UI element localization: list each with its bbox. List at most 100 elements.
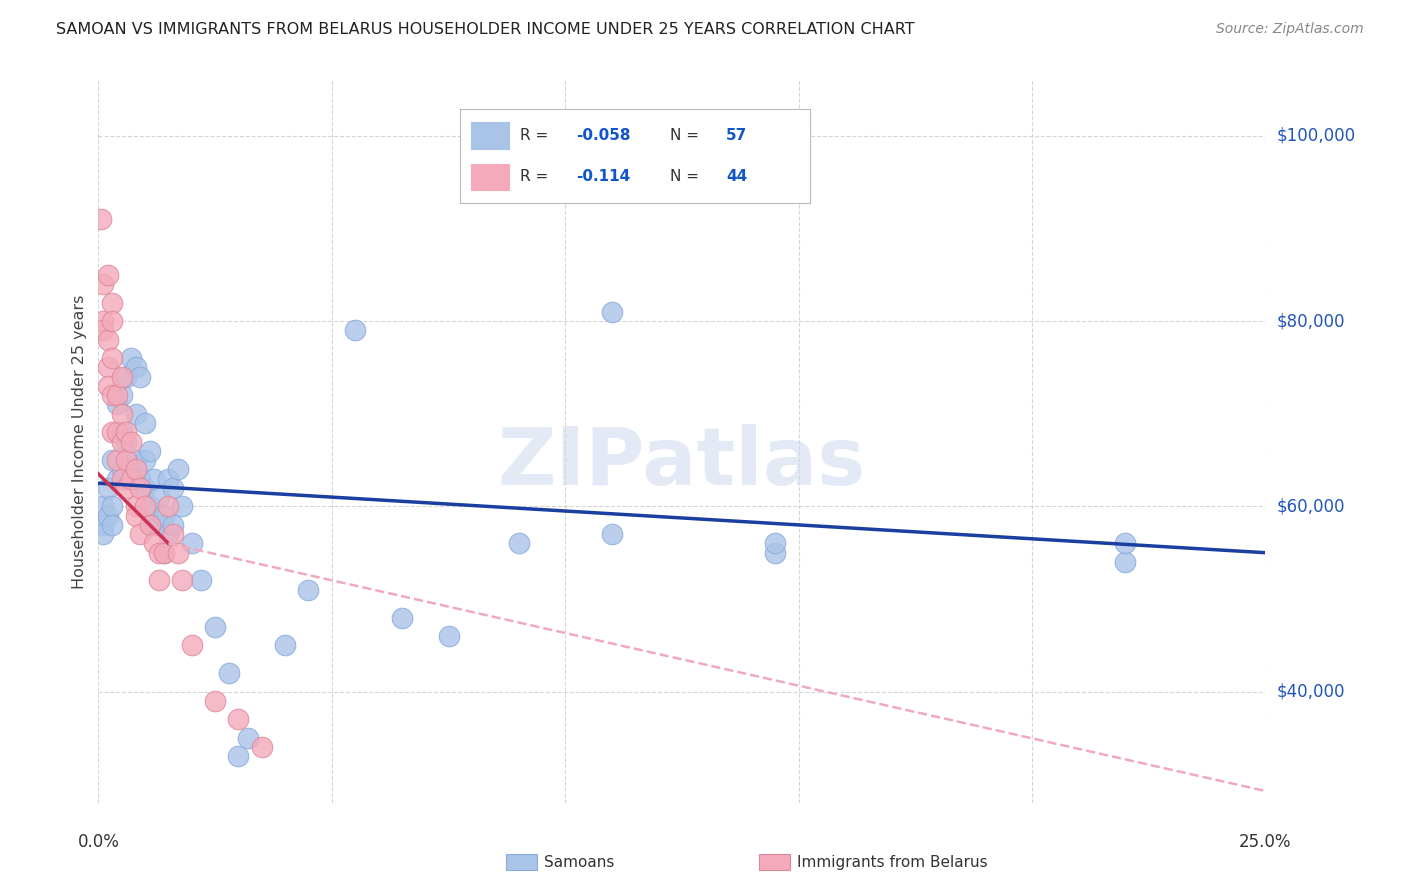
Point	[157, 527, 180, 541]
Point	[437, 629, 460, 643]
Point	[204, 694, 226, 708]
Point	[172, 500, 194, 514]
Point	[129, 472, 152, 486]
Point	[97, 379, 120, 393]
Point	[134, 416, 156, 430]
Point	[125, 407, 148, 421]
Bar	[471, 163, 509, 190]
Point	[120, 472, 142, 486]
Point	[157, 472, 180, 486]
Point	[111, 462, 134, 476]
Point	[508, 536, 530, 550]
Point	[111, 407, 134, 421]
Text: -0.114: -0.114	[575, 169, 630, 185]
Text: R =: R =	[520, 128, 553, 143]
Point	[250, 740, 273, 755]
Point	[97, 508, 120, 523]
Point	[228, 749, 250, 764]
Point	[1114, 555, 1136, 569]
Point	[105, 472, 128, 486]
Point	[162, 517, 184, 532]
Point	[91, 314, 114, 328]
Point	[105, 453, 128, 467]
Point	[101, 314, 124, 328]
Y-axis label: Householder Income Under 25 years: Householder Income Under 25 years	[72, 294, 87, 589]
Text: Source: ZipAtlas.com: Source: ZipAtlas.com	[1216, 22, 1364, 37]
Text: R =: R =	[520, 169, 558, 185]
Point	[152, 546, 174, 560]
Point	[274, 638, 297, 652]
Text: N =: N =	[671, 169, 704, 185]
Point	[148, 546, 170, 560]
Point	[218, 666, 240, 681]
Text: SAMOAN VS IMMIGRANTS FROM BELARUS HOUSEHOLDER INCOME UNDER 25 YEARS CORRELATION : SAMOAN VS IMMIGRANTS FROM BELARUS HOUSEH…	[56, 22, 915, 37]
Text: -0.058: -0.058	[575, 128, 630, 143]
Point	[190, 574, 212, 588]
Text: $100,000: $100,000	[1277, 127, 1355, 145]
Point	[172, 574, 194, 588]
Point	[180, 638, 202, 652]
Point	[139, 517, 162, 532]
Point	[143, 472, 166, 486]
Point	[111, 388, 134, 402]
Point	[143, 536, 166, 550]
Text: $40,000: $40,000	[1277, 682, 1346, 700]
Point	[101, 425, 124, 440]
Point	[125, 500, 148, 514]
Point	[148, 517, 170, 532]
Point	[111, 369, 134, 384]
Point	[204, 620, 226, 634]
Text: 25.0%: 25.0%	[1239, 833, 1292, 851]
Point	[120, 434, 142, 449]
Point	[157, 500, 180, 514]
Point	[125, 508, 148, 523]
Point	[344, 323, 367, 337]
Point	[139, 443, 162, 458]
Point	[120, 351, 142, 366]
Text: $80,000: $80,000	[1277, 312, 1346, 330]
Point	[97, 333, 120, 347]
Text: Samoans: Samoans	[544, 855, 614, 870]
Point	[101, 500, 124, 514]
Point	[101, 517, 124, 532]
Point	[115, 434, 138, 449]
Point	[129, 481, 152, 495]
Point	[101, 388, 124, 402]
Point	[115, 369, 138, 384]
Point	[139, 500, 162, 514]
Point	[101, 453, 124, 467]
Point	[129, 369, 152, 384]
Point	[391, 610, 413, 624]
Point	[152, 546, 174, 560]
Point	[97, 360, 120, 375]
Point	[97, 268, 120, 282]
Point	[91, 527, 114, 541]
Point	[134, 481, 156, 495]
Text: 57: 57	[727, 128, 748, 143]
Point	[111, 434, 134, 449]
Point	[120, 462, 142, 476]
Point	[600, 305, 623, 319]
Point	[152, 508, 174, 523]
Point	[111, 425, 134, 440]
Point	[236, 731, 259, 745]
Point	[101, 351, 124, 366]
Point	[125, 462, 148, 476]
Text: 44: 44	[727, 169, 748, 185]
Point	[134, 500, 156, 514]
Point	[115, 481, 138, 495]
Point	[105, 388, 128, 402]
Point	[115, 453, 138, 467]
Text: N =: N =	[671, 128, 704, 143]
Point	[90, 212, 112, 227]
Point	[91, 323, 114, 337]
Point	[125, 453, 148, 467]
Point	[105, 397, 128, 411]
Point	[148, 490, 170, 504]
Point	[129, 527, 152, 541]
Text: ZIPatlas: ZIPatlas	[498, 425, 866, 502]
Point	[111, 472, 134, 486]
Point	[91, 500, 114, 514]
Text: $60,000: $60,000	[1277, 498, 1346, 516]
Point	[166, 462, 188, 476]
